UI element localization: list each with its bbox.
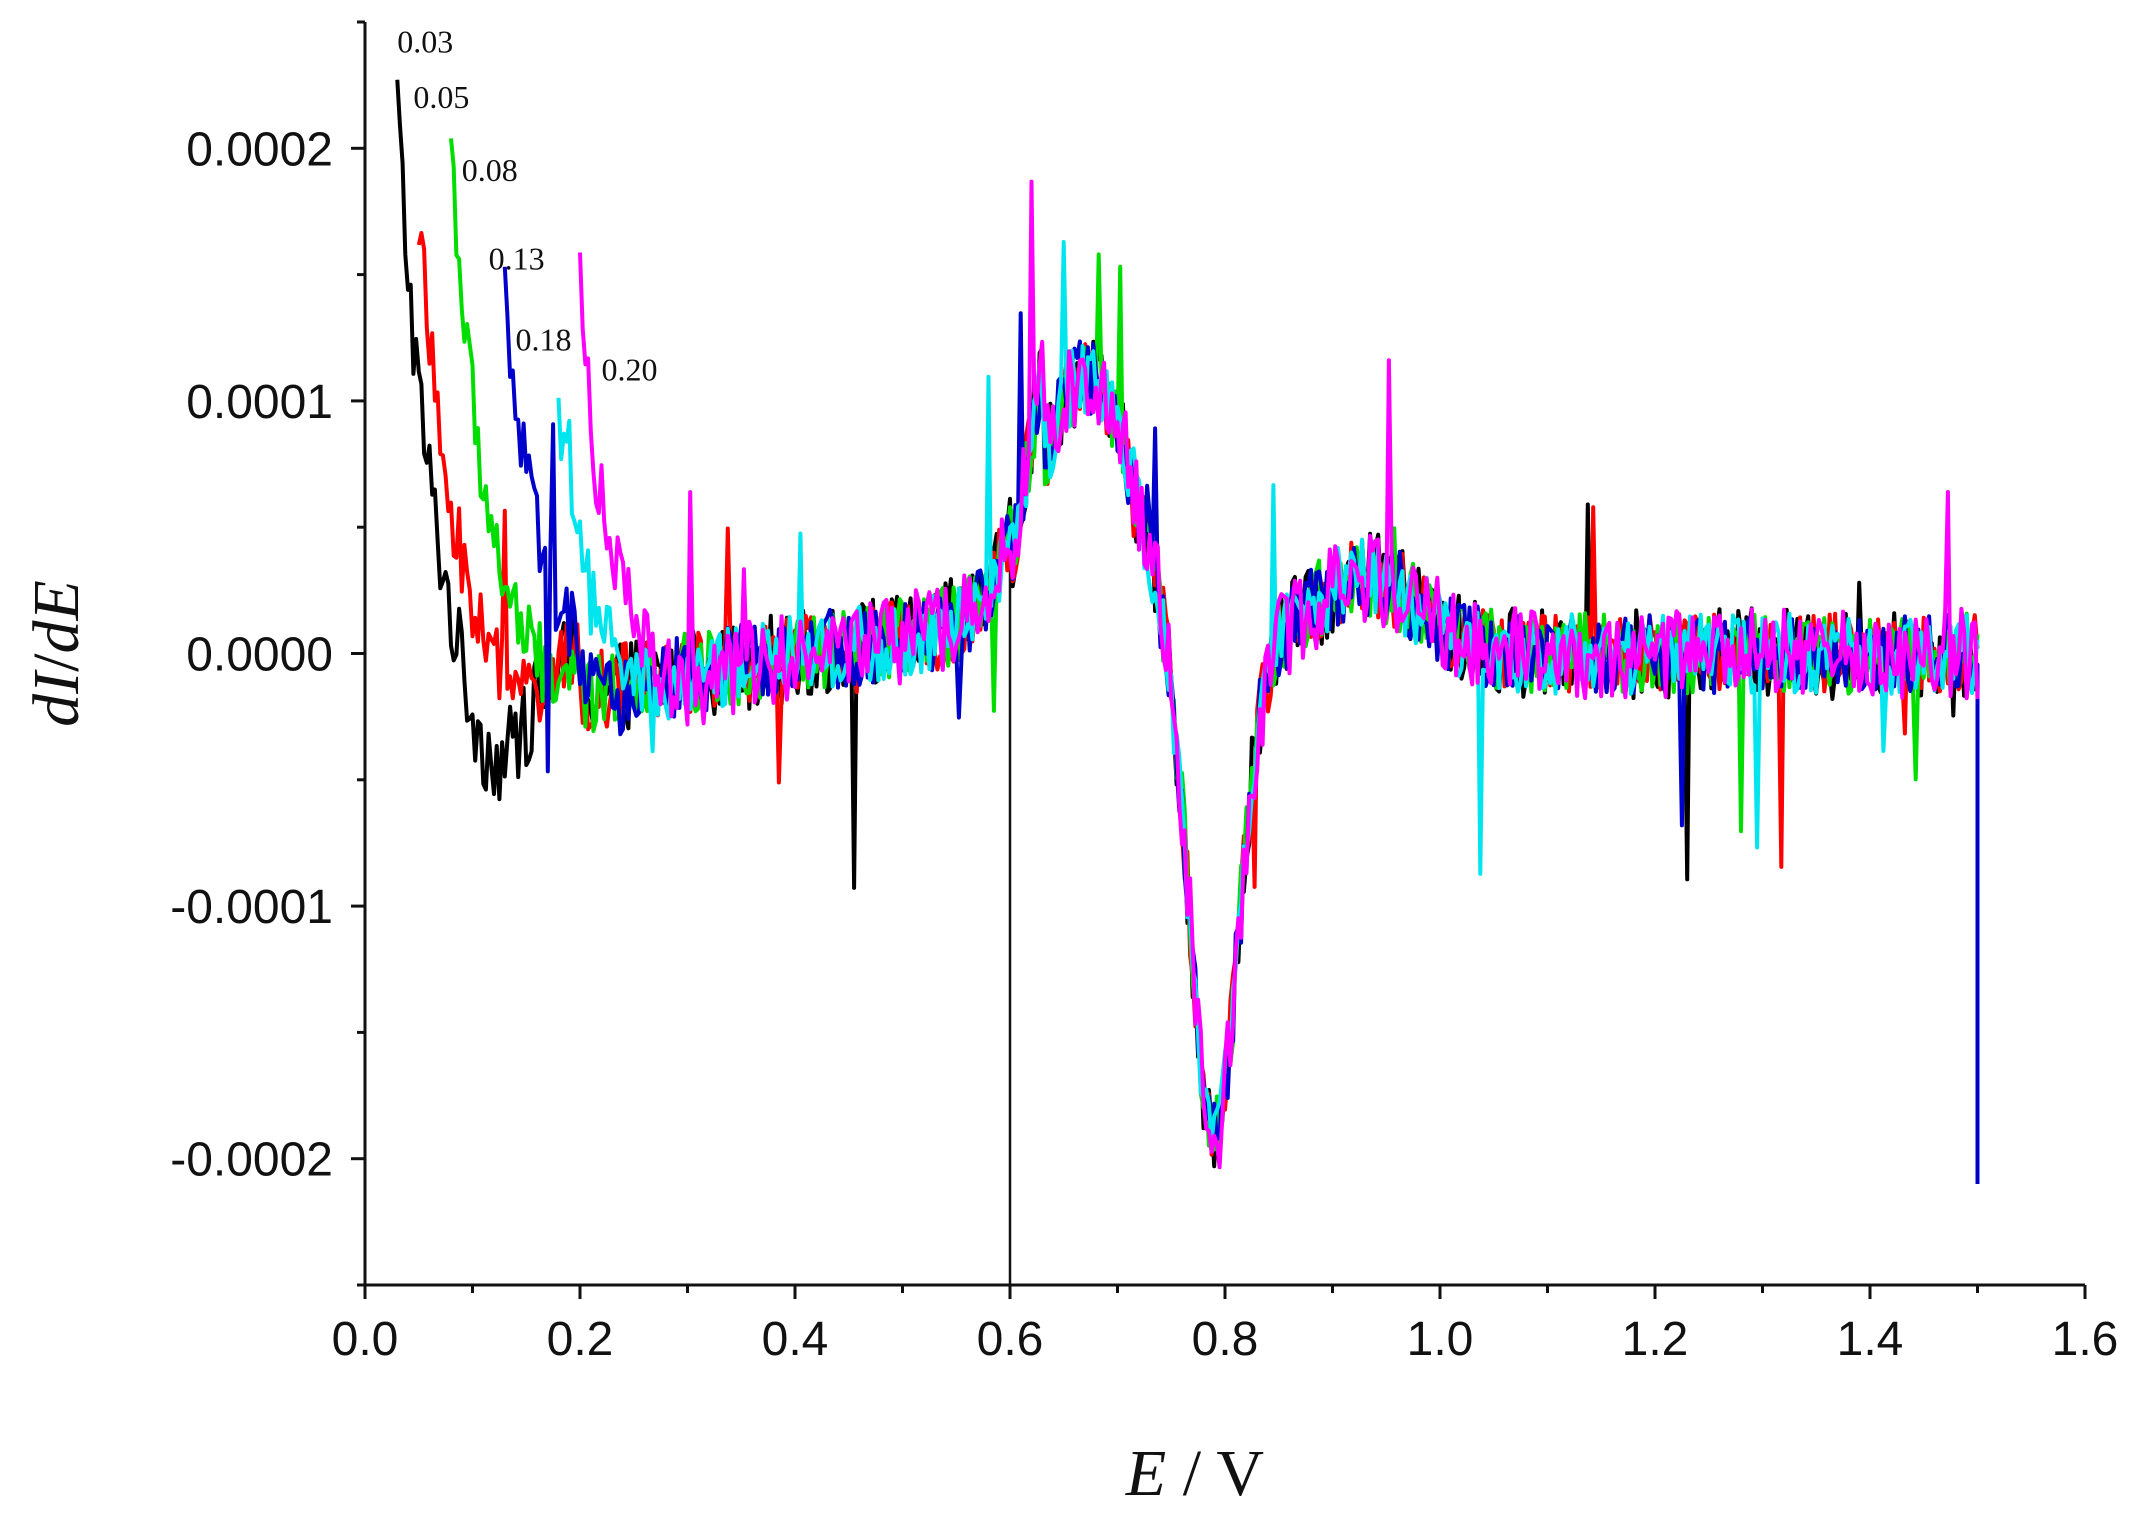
y-axis-title: dI/dE xyxy=(20,580,93,727)
series-label-0.03: 0.03 xyxy=(397,23,453,59)
x-tick-label: 0.0 xyxy=(332,1313,399,1366)
x-title-unit: / V xyxy=(1166,1437,1264,1510)
y-title-numerator: dI xyxy=(20,669,93,727)
series-label-0.20: 0.20 xyxy=(602,352,658,388)
series-label-0.05: 0.05 xyxy=(413,79,469,115)
series-label-0.18: 0.18 xyxy=(516,321,572,357)
series-label-0.13: 0.13 xyxy=(489,241,545,277)
y-tick-label: 0.0002 xyxy=(186,123,333,176)
y-tick-label: 0.0000 xyxy=(186,629,333,682)
x-axis-title: E / V xyxy=(1125,1437,1264,1510)
y-tick-label: 0.0001 xyxy=(186,376,333,429)
series-label-0.08: 0.08 xyxy=(462,152,518,188)
x-tick-label: 1.4 xyxy=(1837,1313,1904,1366)
series-group xyxy=(395,79,1980,1184)
x-ticks: 0.0 0.2 0.4 0.6 0.8 1.0 1.2 1.4 1.6 xyxy=(332,1285,2119,1366)
series-line-0.20 xyxy=(578,179,1980,1170)
x-tick-label: 0.2 xyxy=(547,1313,614,1366)
x-title-symbol: E xyxy=(1125,1437,1166,1510)
x-tick-label: 0.6 xyxy=(977,1313,1044,1366)
y-ticks: 0.0002 0.0001 0.0000 -0.0001 -0.0002 xyxy=(170,20,365,1287)
y-tick-label: -0.0001 xyxy=(170,881,333,934)
y-title-slash: / xyxy=(20,653,93,672)
y-title-denominator: dE xyxy=(20,580,93,653)
series-labels: 0.03 0.05 0.08 0.13 0.18 0.20 xyxy=(397,23,657,387)
x-tick-label: 1.6 xyxy=(2052,1313,2119,1366)
x-tick-label: 1.2 xyxy=(1622,1313,1689,1366)
x-tick-label: 0.4 xyxy=(762,1313,829,1366)
x-tick-label: 0.8 xyxy=(1192,1313,1259,1366)
y-tick-label: -0.0002 xyxy=(170,1134,333,1187)
x-tick-label: 1.0 xyxy=(1407,1313,1474,1366)
